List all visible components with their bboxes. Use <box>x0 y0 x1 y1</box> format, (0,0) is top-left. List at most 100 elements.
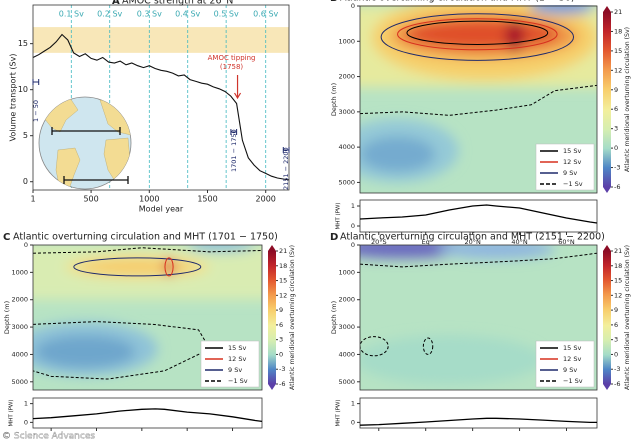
period-label: 2151 − 2200 <box>282 147 290 190</box>
colorbar-tick-label: -6 <box>614 380 620 388</box>
colorbar-label: Atlantic meridional overturning circulat… <box>624 27 631 172</box>
y-tick-label: 1000 <box>338 268 355 276</box>
contour-line <box>360 84 597 116</box>
field-patch <box>35 335 136 369</box>
y-tick-label: 3000 <box>11 323 28 331</box>
legend-label: 12 Sv <box>563 158 581 166</box>
colorbar-end <box>268 384 276 390</box>
y-tick-label: 5000 <box>11 378 28 386</box>
plot-frame <box>32 244 263 391</box>
period-label: 1 − 50 <box>32 100 40 122</box>
forcing-label: 0.3 Sv <box>137 10 162 19</box>
x-tick-label: Eq <box>422 238 430 246</box>
field-patch <box>505 20 525 52</box>
x-tick-label: 60°N <box>558 238 575 246</box>
obs-band <box>33 27 289 53</box>
contour-line <box>422 337 434 355</box>
colorbar-label: Atlantic meridional overturning circulat… <box>624 245 631 390</box>
mht-y-label: MHT (PW) <box>336 202 342 229</box>
colorbar-tick-label: 9 <box>614 86 618 94</box>
colorbar-tick-label: 3 <box>614 336 618 344</box>
contour-line <box>406 20 549 45</box>
y-axis-label: Depth (m) <box>3 301 11 334</box>
colorbar-tick-label: 12 <box>279 291 287 299</box>
legend-label: −1 Sv <box>228 377 248 385</box>
mht-y-tick-label: 1 <box>351 202 355 210</box>
mht-y-label: MHT (PW) <box>9 399 15 426</box>
contour-line <box>33 247 262 254</box>
y-tick-label: 3000 <box>338 108 355 116</box>
field-blur <box>33 245 262 377</box>
y-tick-label: 0 <box>351 241 355 249</box>
y-tick-label: 4000 <box>338 143 355 151</box>
contour-line <box>380 13 575 61</box>
y-axis-label: Depth (m) <box>330 83 338 116</box>
y-tick-label: 3000 <box>338 323 355 331</box>
colorbar-tick-label: 15 <box>614 277 622 285</box>
y-tick-label: 2000 <box>338 73 355 81</box>
plot-frame <box>32 4 290 191</box>
colorbar-tick-label: 21 <box>614 247 622 255</box>
colorbar <box>268 251 276 384</box>
legend-label: −1 Sv <box>563 377 583 385</box>
colorbar-end <box>603 384 611 390</box>
field-patch <box>164 257 174 276</box>
mht-y-tick-label: 1 <box>351 400 355 408</box>
y-tick-label: 15 <box>18 39 28 48</box>
y-tick-label: 5 <box>23 131 28 140</box>
colorbar <box>603 12 611 187</box>
period-marker <box>230 129 238 135</box>
mht-y-tick-label: 0 <box>351 222 355 230</box>
transport-line <box>32 33 290 181</box>
colorbar-tick-label: -3 <box>614 164 620 172</box>
plot-frame <box>359 5 598 194</box>
x-tick-label: 20°S <box>371 238 387 246</box>
field-patch <box>528 5 595 15</box>
y-tick-label: 0 <box>351 2 355 10</box>
colorbar-tick-label: 18 <box>279 262 287 270</box>
legend-label: 9 Sv <box>563 169 577 177</box>
colorbar-end <box>603 187 611 193</box>
y-tick-label: 4000 <box>11 350 28 358</box>
colorbar-tick-label: 15 <box>614 47 622 55</box>
legend-label: 15 Sv <box>228 344 246 352</box>
y-tick-label: 4000 <box>338 350 355 358</box>
mht-y-tick-label: 1 <box>24 400 28 408</box>
contour-line <box>360 252 597 268</box>
forcing-label: 0.5 Sv <box>214 10 239 19</box>
mht-y-label: MHT (PW) <box>336 399 342 426</box>
plot-frame <box>359 244 598 391</box>
legend-label: 9 Sv <box>563 366 577 374</box>
watermark: © Science Advances <box>2 432 95 440</box>
forcing-label: 0.2 Sv <box>97 10 122 19</box>
chart-title: Atlantic overturning circulation and MHT… <box>13 232 278 243</box>
contour-line <box>164 257 174 277</box>
contour-line <box>360 336 389 357</box>
y-axis-label: Depth (m) <box>330 301 338 334</box>
colorbar-tick-label: 0 <box>279 350 283 358</box>
annotation: AMOC tipping <box>208 54 256 62</box>
colorbar-tick-label: 12 <box>614 66 622 74</box>
mht-y-tick-label: 0 <box>351 418 355 426</box>
colorbar-tick-label: 6 <box>614 105 618 113</box>
legend-box <box>535 340 595 388</box>
contour-line <box>73 257 202 277</box>
colorbar-tick-label: 12 <box>614 291 622 299</box>
y-tick-label: 1000 <box>11 268 28 276</box>
colorbar-tick-label: 3 <box>614 125 618 133</box>
field-patch <box>360 136 436 172</box>
colorbar <box>603 251 611 384</box>
colorbar-tick-label: -6 <box>614 183 620 191</box>
y-tick-label: 0 <box>23 177 28 186</box>
mht-line <box>359 204 598 224</box>
colorbar-tick-label: 9 <box>614 306 618 314</box>
period-label: 1701 − 1750 <box>230 129 238 172</box>
y-tick-label: 2000 <box>11 296 28 304</box>
mht-frame <box>32 397 263 429</box>
y-tick-label: 5000 <box>338 378 355 386</box>
y-tick-label: 10 <box>18 85 28 94</box>
colorbar-tick-label: 6 <box>614 321 618 329</box>
field-patch <box>78 259 197 275</box>
y-tick-label: 0 <box>24 241 28 249</box>
